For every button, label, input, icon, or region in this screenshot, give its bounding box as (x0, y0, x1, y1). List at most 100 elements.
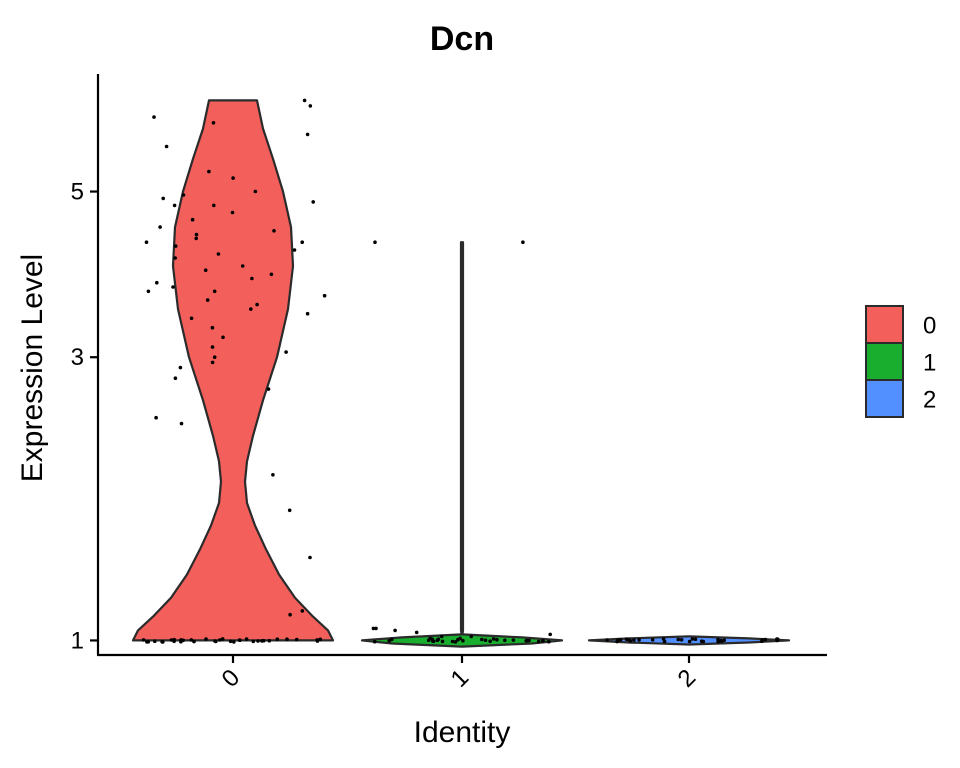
data-point (450, 639, 455, 644)
data-point (155, 280, 159, 285)
data-point (637, 638, 641, 642)
data-point (181, 193, 186, 197)
data-point (210, 345, 215, 349)
data-point (547, 639, 551, 644)
data-point (760, 639, 764, 643)
data-point (526, 638, 530, 643)
data-point (203, 268, 208, 273)
data-point (435, 638, 440, 643)
data-point (213, 639, 217, 643)
data-point (210, 325, 215, 330)
data-point (292, 248, 297, 252)
data-point (541, 639, 545, 643)
data-point (548, 632, 552, 637)
data-point (315, 639, 320, 643)
data-point (192, 639, 196, 644)
data-point (178, 365, 183, 370)
data-point (251, 639, 256, 644)
legend: 0 1 2 (865, 305, 936, 418)
data-point (173, 244, 178, 248)
data-point (244, 637, 249, 641)
data-point (719, 638, 723, 643)
data-point (250, 276, 254, 281)
data-point (624, 637, 629, 641)
data-point (371, 626, 376, 631)
data-point (390, 637, 394, 642)
data-point (205, 298, 210, 302)
data-point (650, 638, 655, 642)
x-tick-label: 2 (673, 664, 702, 693)
x-tick-label: 1 (446, 664, 475, 693)
data-point (207, 169, 211, 174)
data-point (480, 637, 484, 642)
x-tick-label: 0 (217, 664, 246, 693)
data-point (266, 387, 271, 391)
legend-swatch-1 (865, 342, 904, 381)
data-point (439, 634, 444, 639)
data-point (687, 639, 692, 644)
data-point (172, 637, 176, 642)
data-point (374, 626, 378, 631)
y-tick-label: 1 (71, 627, 84, 654)
data-point (173, 256, 177, 260)
data-point (249, 307, 253, 311)
chart-title: Dcn (430, 20, 494, 58)
data-point (305, 132, 310, 137)
data-point (267, 638, 272, 643)
data-point (230, 210, 235, 215)
data-point (190, 217, 195, 222)
data-point (179, 638, 183, 642)
data-point (275, 637, 280, 641)
data-point (300, 240, 305, 244)
data-point (179, 421, 184, 426)
y-axis-label: Expression Level (16, 254, 49, 482)
data-point (294, 637, 299, 642)
data-point (272, 229, 276, 233)
data-point (153, 639, 157, 643)
data-point (716, 639, 720, 644)
data-point (255, 302, 259, 307)
data-point (661, 637, 666, 641)
legend-label-2: 2 (923, 387, 936, 414)
data-point (488, 639, 492, 643)
data-point (431, 639, 436, 644)
data-point (145, 640, 149, 644)
data-point (618, 638, 623, 642)
data-point (212, 203, 216, 208)
data-point (164, 144, 169, 149)
plot-area (131, 98, 791, 648)
data-point (144, 240, 149, 244)
data-point (308, 555, 312, 560)
data-point (218, 638, 222, 642)
legend-label-1: 1 (923, 350, 936, 377)
data-point (231, 176, 235, 180)
data-point (232, 640, 236, 644)
data-point (461, 638, 465, 643)
data-point (456, 637, 460, 642)
data-point (318, 637, 323, 642)
data-point (679, 638, 684, 642)
legend-swatch-2 (865, 379, 904, 418)
data-point (220, 637, 225, 641)
legend-label-0: 0 (923, 313, 936, 340)
data-point (154, 415, 158, 420)
data-point (152, 115, 156, 119)
data-point (194, 232, 199, 237)
data-point (212, 289, 217, 294)
data-point (763, 637, 768, 642)
data-point (628, 639, 633, 643)
data-point (605, 638, 609, 642)
data-point (469, 634, 474, 639)
data-point (204, 637, 208, 641)
data-point (440, 639, 445, 644)
y-tick-label: 3 (71, 344, 84, 371)
violin-1 (360, 241, 564, 648)
data-point (308, 104, 313, 108)
legend-swatch-0 (865, 305, 904, 344)
data-point (536, 639, 541, 644)
data-point (169, 638, 174, 642)
data-point (228, 639, 233, 644)
data-point (285, 637, 289, 641)
data-point (238, 638, 242, 642)
data-point (373, 240, 377, 244)
